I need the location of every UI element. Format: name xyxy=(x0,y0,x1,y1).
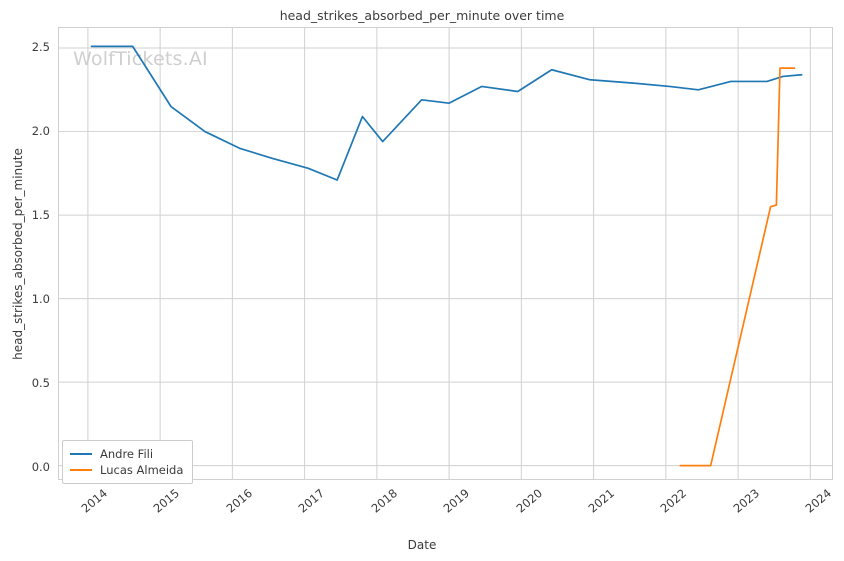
y-tick-label: 0.5 xyxy=(31,375,50,390)
x-tick-label: 2022 xyxy=(657,486,690,516)
y-tick-label: 2.5 xyxy=(31,40,50,55)
x-axis-ticks: 2014 2015 2016 2017 2018 2019 2020 2021 2022 2023… xyxy=(58,482,835,532)
y-tick-label: 2.0 xyxy=(31,124,50,139)
chart-legend[interactable]: Andre Fili Lucas Almeida xyxy=(62,440,194,484)
x-tick-label: 2021 xyxy=(585,486,617,516)
series-lines xyxy=(90,45,803,467)
y-tick-label: 1.5 xyxy=(31,207,50,222)
x-tick-label: 2016 xyxy=(223,486,255,516)
y-tick-label: 1.0 xyxy=(31,291,50,306)
x-tick-label: 2014 xyxy=(78,486,110,516)
legend-item[interactable]: Lucas Almeida xyxy=(70,462,183,478)
legend-label: Andre Fili xyxy=(100,447,154,461)
x-tick-label: 2019 xyxy=(440,486,473,516)
legend-item[interactable]: Andre Fili xyxy=(70,446,183,462)
y-tick-label: 0.0 xyxy=(31,459,50,474)
y-axis-ticks: 0.0 0.5 1.0 1.5 2.0 2.5 xyxy=(0,27,50,480)
x-tick-label: 2015 xyxy=(150,486,183,516)
x-axis-label: Date xyxy=(407,538,437,552)
legend-swatch-icon xyxy=(70,469,92,471)
chart-title: head_strikes_absorbed_per_minute over ti… xyxy=(279,8,565,23)
x-tick-label: 2024 xyxy=(802,486,835,516)
x-tick-label: 2023 xyxy=(730,486,762,516)
x-tick-label: 2018 xyxy=(368,486,400,516)
plot-area: WolfTickets.AI xyxy=(58,27,833,480)
legend-swatch-icon xyxy=(70,453,92,455)
x-tick-label: 2017 xyxy=(295,486,328,516)
legend-label: Lucas Almeida xyxy=(100,463,184,477)
x-tick-label: 2020 xyxy=(513,486,545,516)
